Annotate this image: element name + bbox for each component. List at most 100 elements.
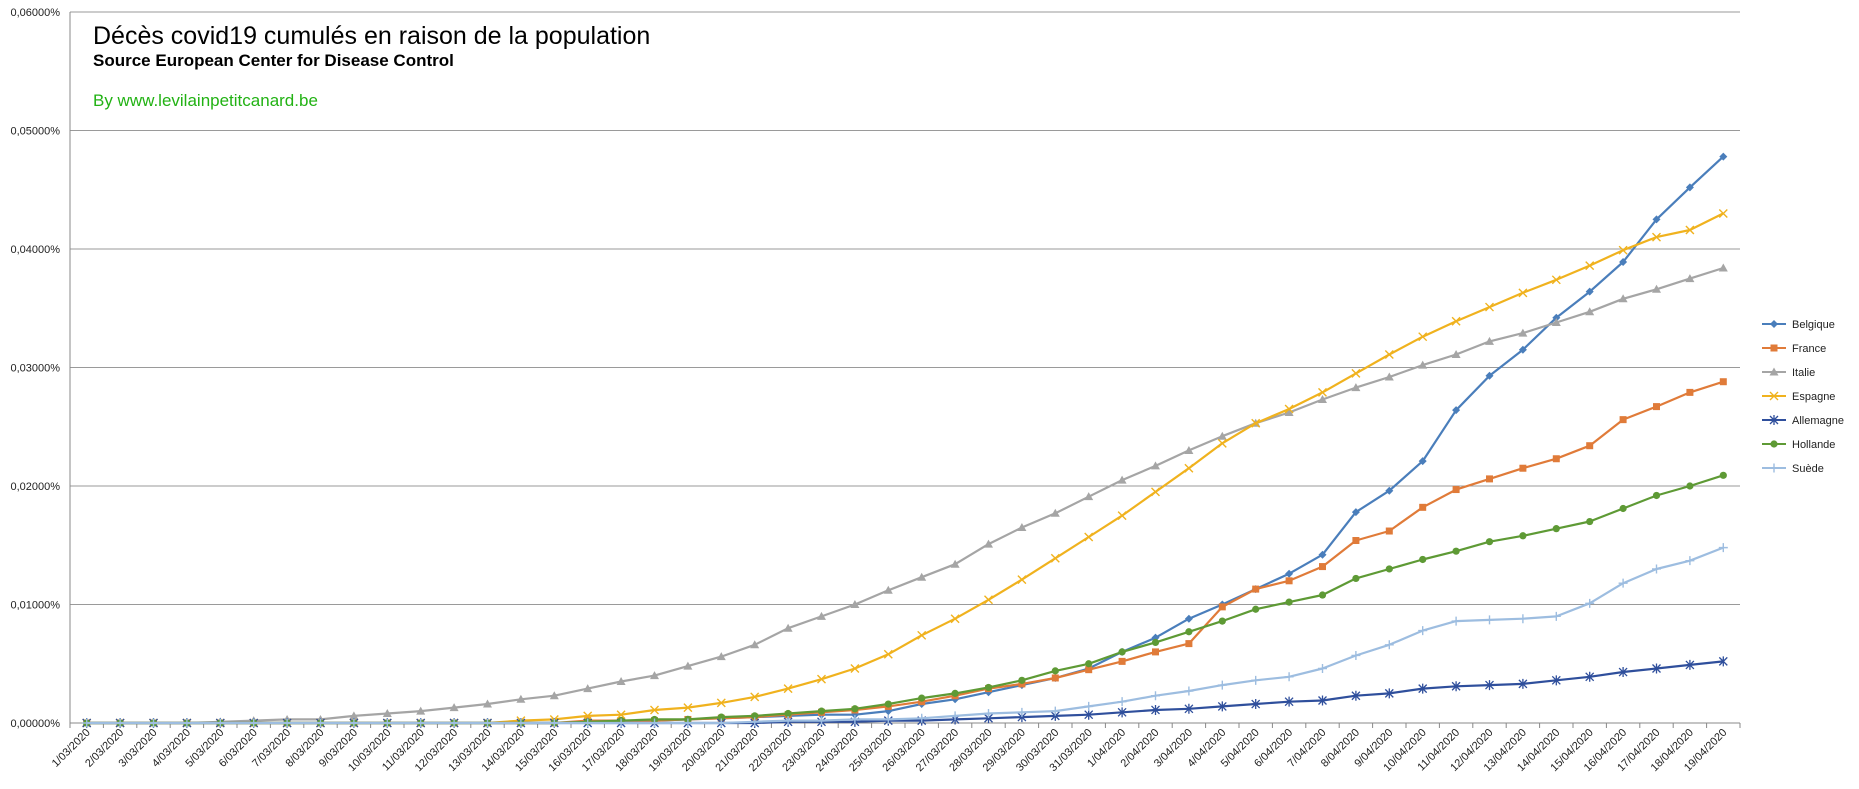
data-point (1217, 431, 1227, 440)
data-point (1050, 508, 1060, 517)
data-point (1719, 378, 1727, 386)
data-point (1184, 614, 1193, 623)
data-point (817, 611, 826, 620)
series-hollande (83, 471, 1727, 727)
data-point (1485, 302, 1494, 312)
data-point (1552, 525, 1560, 533)
data-point (1251, 675, 1261, 685)
data-point (817, 674, 826, 684)
data-point (783, 684, 793, 694)
data-point (1084, 701, 1094, 711)
data-point (1352, 574, 1360, 583)
series-line (86, 155, 1725, 725)
data-point (1451, 316, 1461, 326)
data-point (1318, 394, 1327, 403)
data-point (917, 572, 927, 581)
y-tick-label: 0,00000% (10, 718, 60, 730)
data-point (1518, 678, 1528, 689)
data-point (1318, 591, 1327, 599)
data-point (1218, 603, 1226, 611)
data-point (883, 714, 893, 724)
data-point (1252, 585, 1260, 593)
data-point (716, 652, 726, 661)
data-point (984, 709, 993, 719)
data-point (1552, 313, 1561, 322)
data-point (1252, 605, 1260, 613)
data-point (1284, 408, 1294, 417)
data-point (1451, 616, 1461, 626)
data-point (1485, 371, 1494, 380)
data-point (650, 705, 659, 715)
data-point (1118, 657, 1126, 665)
data-point (984, 683, 993, 692)
data-point (1385, 565, 1393, 573)
data-point (1618, 667, 1628, 678)
data-point (449, 703, 459, 712)
data-point (1285, 569, 1294, 578)
data-point (683, 703, 693, 713)
data-point (1384, 640, 1394, 650)
data-point (984, 539, 993, 548)
data-point (1117, 475, 1127, 484)
data-point (717, 713, 725, 721)
data-point (1518, 288, 1528, 298)
chart-subtitle: Source European Center for Disease Contr… (93, 51, 454, 70)
y-tick-label: 0,03000% (10, 363, 60, 375)
data-point (1284, 672, 1294, 682)
data-point (1552, 455, 1560, 463)
data-point (1685, 556, 1695, 566)
legend-entry: Allemagne (1762, 415, 1844, 427)
data-point (918, 694, 926, 702)
data-point (1051, 667, 1059, 675)
data-point (1452, 486, 1460, 494)
data-point (1318, 663, 1327, 673)
data-point (483, 699, 492, 708)
data-point (1718, 263, 1728, 272)
y-tick-label: 0,05000% (10, 126, 60, 138)
data-point (1618, 578, 1628, 588)
data-point (850, 714, 860, 724)
data-point (516, 718, 526, 728)
gridlines (70, 11, 1740, 724)
data-point (282, 718, 292, 728)
data-point (249, 718, 259, 728)
data-point (783, 716, 793, 726)
data-point (1618, 294, 1628, 303)
data-point (1117, 697, 1127, 707)
legend-entry: Hollande (1762, 439, 1835, 451)
data-point (1485, 538, 1494, 546)
data-point (1418, 332, 1428, 342)
data-point (1285, 598, 1293, 606)
data-point (583, 711, 593, 721)
legend-label: France (1792, 343, 1826, 355)
data-point (115, 718, 125, 728)
data-point (1151, 461, 1160, 470)
series-suède (82, 543, 1728, 728)
data-point (1050, 706, 1060, 716)
data-point (1018, 676, 1026, 684)
data-point (1685, 659, 1695, 670)
y-tick-label: 0,04000% (10, 244, 60, 256)
data-point (1151, 487, 1160, 497)
data-point (1518, 614, 1528, 624)
data-point (1418, 626, 1428, 636)
data-point (316, 718, 325, 728)
data-point (750, 717, 760, 727)
data-point (650, 718, 659, 728)
data-point (1319, 563, 1326, 571)
data-point (1769, 367, 1779, 376)
data-point (1652, 564, 1661, 574)
data-point (716, 698, 726, 708)
data-point (1586, 442, 1594, 450)
data-point (1685, 274, 1695, 283)
data-point (1084, 709, 1094, 720)
data-point (1151, 691, 1160, 701)
data-point (1451, 349, 1461, 358)
data-point (1385, 486, 1394, 495)
data-point (1585, 671, 1595, 682)
data-point (1017, 707, 1027, 717)
data-point (1585, 261, 1595, 271)
data-point (850, 600, 860, 608)
legend-entry: Suède (1762, 463, 1824, 475)
